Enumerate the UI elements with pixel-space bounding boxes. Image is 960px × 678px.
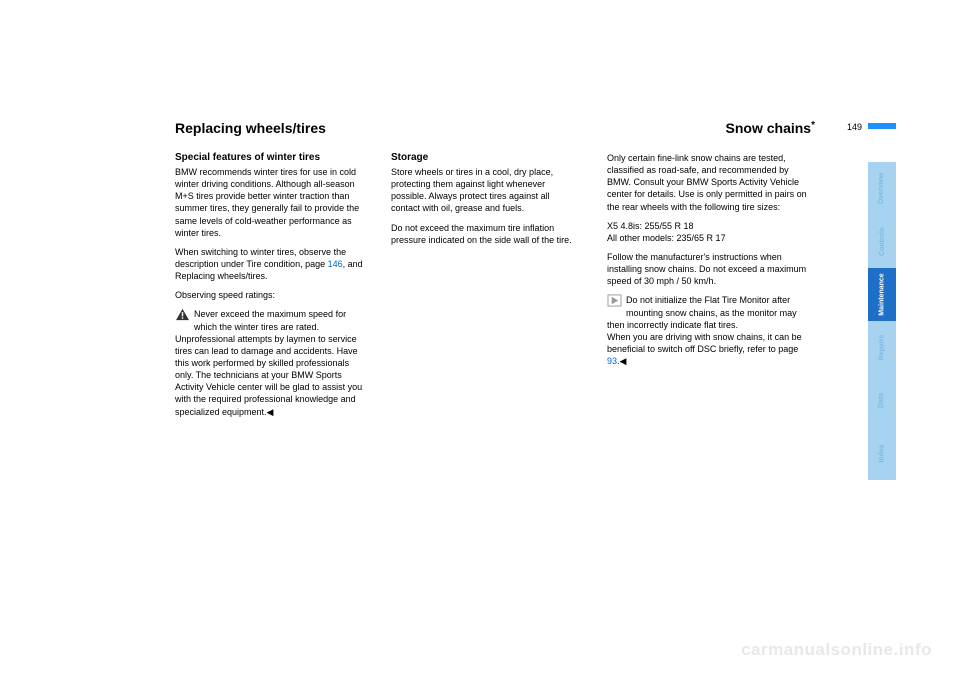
page-link-93[interactable]: 93 [607,356,617,366]
tab-data[interactable]: Data [868,374,896,427]
page-link-146[interactable]: 146 [328,259,343,269]
heading-snow-chains: Snow chains* [726,120,815,136]
subhead-winter-tires: Special features of winter tires [175,152,363,163]
heading-replacing-wheels: Replacing wheels/tires [175,120,326,136]
body-text: X5 4.8is: 255/55 R 18 All other models: … [607,220,812,244]
column-1: Special features of winter tires BMW rec… [175,152,363,425]
tab-maintenance[interactable]: Maintenance [868,268,896,321]
tab-controls[interactable]: Controls [868,215,896,268]
body-text: When switching to winter tires, observe … [175,246,363,282]
column-3: Only certain fine-link snow chains are t… [607,152,812,425]
subhead-storage: Storage [391,152,579,163]
page-content: Replacing wheels/tires Snow chains* Spec… [175,120,875,425]
warning-paragraph: Never exceed the maximum speed for which… [175,308,363,417]
side-tabs: Overview Controls Maintenance Repairs Da… [868,162,896,480]
body-text: Only certain fine-link snow chains are t… [607,152,812,213]
tab-repairs[interactable]: Repairs [868,321,896,374]
body-text: Observing speed ratings: [175,289,363,301]
column-2: Storage Store wheels or tires in a cool,… [391,152,579,425]
body-text: Do not exceed the maximum tire inflation… [391,222,579,246]
tab-overview[interactable]: Overview [868,162,896,215]
info-paragraph: Do not initialize the Flat Tire Monitor … [607,294,812,367]
info-icon [607,294,622,307]
body-text: Store wheels or tires in a cool, dry pla… [391,166,579,215]
warning-icon [175,308,190,321]
tab-index[interactable]: Index [868,427,896,480]
body-text: Follow the manufacturer's instructions w… [607,251,812,287]
body-text: BMW recommends winter tires for use in c… [175,166,363,239]
watermark: carmanualsonline.info [741,640,932,660]
